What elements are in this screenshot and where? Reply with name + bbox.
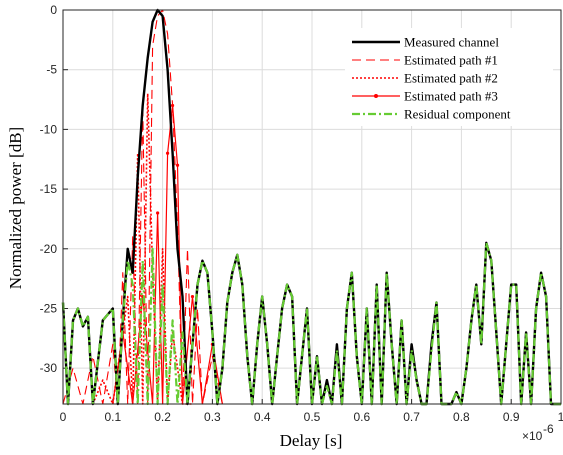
legend-marker <box>374 94 378 98</box>
x-tick-label: 0 <box>60 410 67 424</box>
y-tick-label: 0 <box>50 3 57 17</box>
y-axis-label: Normalized power [dB] <box>6 127 25 289</box>
legend-entry: Measured channel <box>404 35 499 50</box>
y-tick-label: -30 <box>40 361 58 375</box>
series-point <box>170 103 175 108</box>
y-tick-label: -15 <box>40 182 58 196</box>
x-axis-multiplier: ×10 -6 <box>522 422 554 443</box>
legend-box <box>345 28 553 126</box>
legend-entry: Estimated path #2 <box>404 71 498 86</box>
y-tick-label: -20 <box>40 242 58 256</box>
x-tick-label: 0.2 <box>154 410 171 424</box>
x-tick-label: 0.3 <box>204 410 221 424</box>
legend-entry: Residual component <box>404 107 511 122</box>
legend: Measured channel Estimated path #1 Estimat… <box>345 28 553 126</box>
x-tick-label: 0.1 <box>104 410 121 424</box>
tick-labels: 0 0.1 0.2 0.3 0.4 0.5 0.6 0.7 0.8 0.9 1 0 -5 -10 -15 -2… <box>40 3 563 424</box>
series-point <box>156 211 160 215</box>
series-layer <box>61 8 561 406</box>
x-tick-label: 0.8 <box>453 410 470 424</box>
x-tick-label: 0.9 <box>503 410 520 424</box>
series-line-5 <box>61 241 561 406</box>
y-tick-label: -10 <box>40 122 58 136</box>
x-multiplier-exponent: -6 <box>543 422 554 436</box>
y-tick-label: -5 <box>46 63 57 77</box>
series-point <box>175 163 180 167</box>
x-tick-label: 0.7 <box>403 410 420 424</box>
plot-area-frame <box>62 9 562 405</box>
x-multiplier-base: ×10 <box>522 429 543 443</box>
series-point <box>190 294 195 299</box>
legend-entry: Estimated path #3 <box>404 89 498 104</box>
series-point <box>165 151 170 155</box>
x-tick-label: 1 <box>558 410 563 424</box>
x-tick-label: 0.4 <box>254 410 271 424</box>
grid-lines <box>62 9 562 404</box>
x-tick-label: 0.5 <box>304 410 321 424</box>
x-axis-label: Delay [s] <box>280 431 343 450</box>
y-tick-label: -25 <box>40 301 58 315</box>
x-tick-label: 0.6 <box>353 410 370 424</box>
legend-entry: Estimated path #1 <box>404 53 498 68</box>
series-line-2 <box>62 9 238 405</box>
